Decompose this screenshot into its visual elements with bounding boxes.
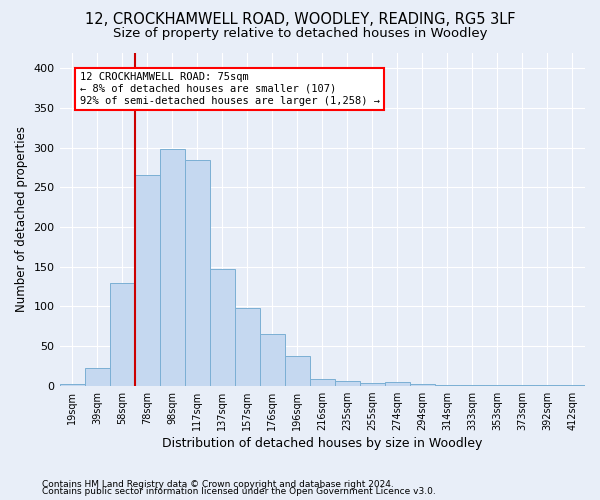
Y-axis label: Number of detached properties: Number of detached properties [15,126,28,312]
Bar [134,176,160,386]
Bar [360,382,385,386]
Text: Size of property relative to detached houses in Woodley: Size of property relative to detached ho… [113,28,487,40]
Bar [310,378,335,386]
Bar [460,385,485,386]
Bar [185,160,209,386]
Bar [285,356,310,386]
Text: 12, CROCKHAMWELL ROAD, WOODLEY, READING, RG5 3LF: 12, CROCKHAMWELL ROAD, WOODLEY, READING,… [85,12,515,28]
X-axis label: Distribution of detached houses by size in Woodley: Distribution of detached houses by size … [162,437,482,450]
Bar [510,385,535,386]
Bar [160,150,185,386]
Bar [209,269,235,386]
Bar [410,384,435,386]
Text: Contains public sector information licensed under the Open Government Licence v3: Contains public sector information licen… [42,487,436,496]
Bar [385,382,410,386]
Bar [260,334,285,386]
Bar [235,308,260,386]
Bar [535,385,560,386]
Bar [59,384,85,386]
Text: 12 CROCKHAMWELL ROAD: 75sqm
← 8% of detached houses are smaller (107)
92% of sem: 12 CROCKHAMWELL ROAD: 75sqm ← 8% of deta… [80,72,380,106]
Bar [335,381,360,386]
Bar [85,368,110,386]
Bar [435,385,460,386]
Text: Contains HM Land Registry data © Crown copyright and database right 2024.: Contains HM Land Registry data © Crown c… [42,480,394,489]
Bar [560,385,585,386]
Bar [485,385,510,386]
Bar [110,282,134,386]
